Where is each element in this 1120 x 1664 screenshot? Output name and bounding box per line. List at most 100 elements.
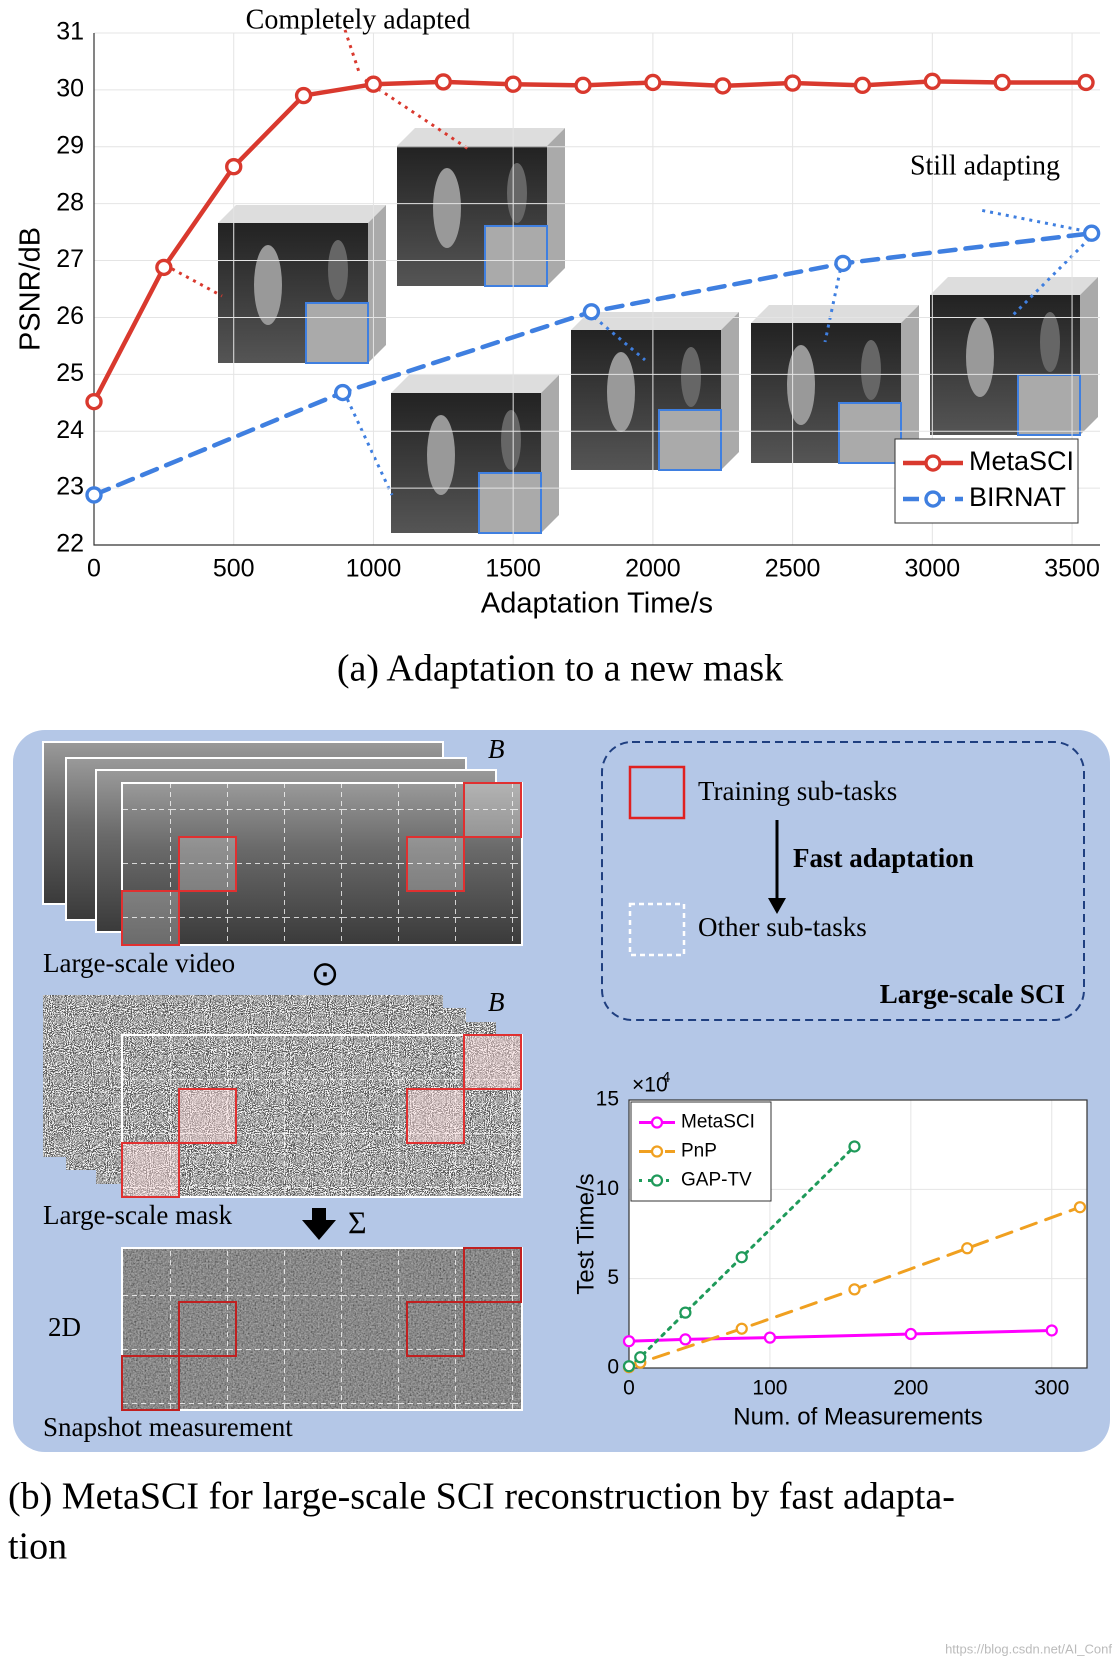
point — [155, 258, 173, 277]
mask-label: Large-scale mask — [43, 1200, 233, 1230]
point — [504, 75, 522, 93]
point — [735, 1251, 748, 1264]
y-tick-label: 23 — [56, 473, 84, 501]
snapshot-label: Snapshot measurement — [43, 1412, 293, 1442]
b-label: B — [488, 734, 505, 764]
point — [904, 1327, 917, 1341]
point — [848, 1140, 861, 1153]
x-tick-label: 1500 — [485, 555, 541, 583]
point — [1073, 1201, 1087, 1214]
grid — [121, 1034, 523, 1198]
annotation: Completely adapted — [246, 4, 471, 35]
thumbnail — [750, 304, 920, 464]
hadamard: ⊙ — [311, 956, 340, 993]
y-tick-label: 28 — [56, 188, 84, 216]
point — [334, 383, 352, 402]
point — [735, 1322, 748, 1335]
legend-marker — [924, 454, 942, 472]
point — [85, 392, 103, 411]
axis-line — [93, 33, 1100, 546]
x-tick-label: 0 — [87, 555, 101, 583]
legend-label: PnP — [681, 1141, 717, 1162]
point — [714, 77, 732, 95]
subtasks — [121, 782, 522, 946]
y-tick-label: 22 — [56, 530, 84, 558]
x-tick-label: 100 — [752, 1377, 787, 1400]
point — [364, 75, 383, 93]
other-label: Other sub-tasks — [698, 912, 867, 942]
x-tick-label: 3500 — [1044, 555, 1100, 583]
point — [679, 1306, 692, 1319]
point — [961, 1242, 974, 1255]
down-arrow — [302, 1208, 336, 1240]
sci-box — [601, 741, 1085, 1021]
sum: Σ — [348, 1204, 367, 1240]
x-tick-label: 2500 — [765, 555, 821, 583]
point — [1077, 73, 1095, 92]
subtasks — [121, 1034, 522, 1198]
y-tick-label: 5 — [607, 1266, 619, 1289]
point — [294, 86, 313, 105]
point — [574, 76, 592, 95]
point — [622, 1335, 636, 1348]
legend-marker — [650, 1145, 664, 1158]
caption-b: tion — [8, 1526, 67, 1568]
x-tick-label: 200 — [893, 1377, 928, 1400]
y-tick-label: 10 — [596, 1177, 619, 1200]
x-tick-label: 2000 — [625, 555, 681, 583]
thumbnails — [164, 29, 1099, 534]
point — [848, 1283, 861, 1296]
y-tick-label: 0 — [607, 1356, 619, 1379]
legend-marker — [924, 490, 942, 508]
x-tick-label: 0 — [623, 1377, 635, 1400]
dim-label: 2D — [48, 1312, 81, 1342]
x-tick-label: 1000 — [346, 555, 402, 583]
legend-label: GAP-TV — [681, 1170, 752, 1191]
legend-marker — [650, 1116, 664, 1129]
annotation: Still adapting — [910, 150, 1060, 181]
connectors — [164, 29, 1097, 496]
x-tick-label: 3000 — [905, 555, 961, 583]
thumbnail — [217, 204, 387, 364]
point — [434, 73, 452, 91]
plot-frame — [628, 1099, 1088, 1369]
point — [644, 73, 662, 92]
point — [85, 486, 103, 504]
chart-a: 0 500 1000 1500 2000 2500 3000 3500 22 23 24 25 26 27… — [15, 4, 1101, 690]
y-offset-exponent: 4 — [662, 1069, 670, 1086]
mask-stack — [42, 994, 523, 1198]
point — [993, 73, 1011, 92]
legend-label: MetaSCI — [681, 1112, 755, 1133]
box-title: Large-scale SCI — [880, 979, 1065, 1009]
thumbnail — [570, 311, 740, 471]
watermark: https://blog.csdn.net/AI_Conf — [945, 1641, 1112, 1656]
training-label: Training sub-tasks — [698, 776, 897, 806]
point — [853, 76, 872, 95]
point — [1082, 224, 1101, 242]
video-stack — [42, 741, 523, 946]
snapshot — [121, 1247, 523, 1411]
y-tick-label: 24 — [56, 416, 84, 444]
caption: (a) Adaptation to a new mask — [337, 648, 783, 690]
legend-box — [894, 438, 1079, 524]
y-tick-label: 15 — [596, 1088, 619, 1111]
point — [679, 1333, 692, 1346]
point — [783, 74, 802, 92]
legend-label: BIRNAT — [969, 482, 1066, 512]
legend-label: MetaSCI — [969, 446, 1074, 476]
x-tick-label: 300 — [1034, 1377, 1069, 1400]
point — [225, 158, 243, 176]
y-axis-label: Test Time/s — [572, 1173, 599, 1294]
y-tick-label: 26 — [56, 302, 84, 330]
point — [1045, 1324, 1058, 1337]
point — [763, 1331, 777, 1344]
train-square — [628, 765, 686, 820]
thumbnail — [396, 127, 566, 287]
fast-label: Fast adaptation — [793, 843, 974, 873]
grid — [121, 1247, 523, 1411]
y-offset-text: ×10 — [632, 1074, 668, 1097]
thumbnail — [390, 374, 560, 534]
thumbnail — [929, 276, 1099, 436]
legend-marker — [650, 1174, 664, 1187]
